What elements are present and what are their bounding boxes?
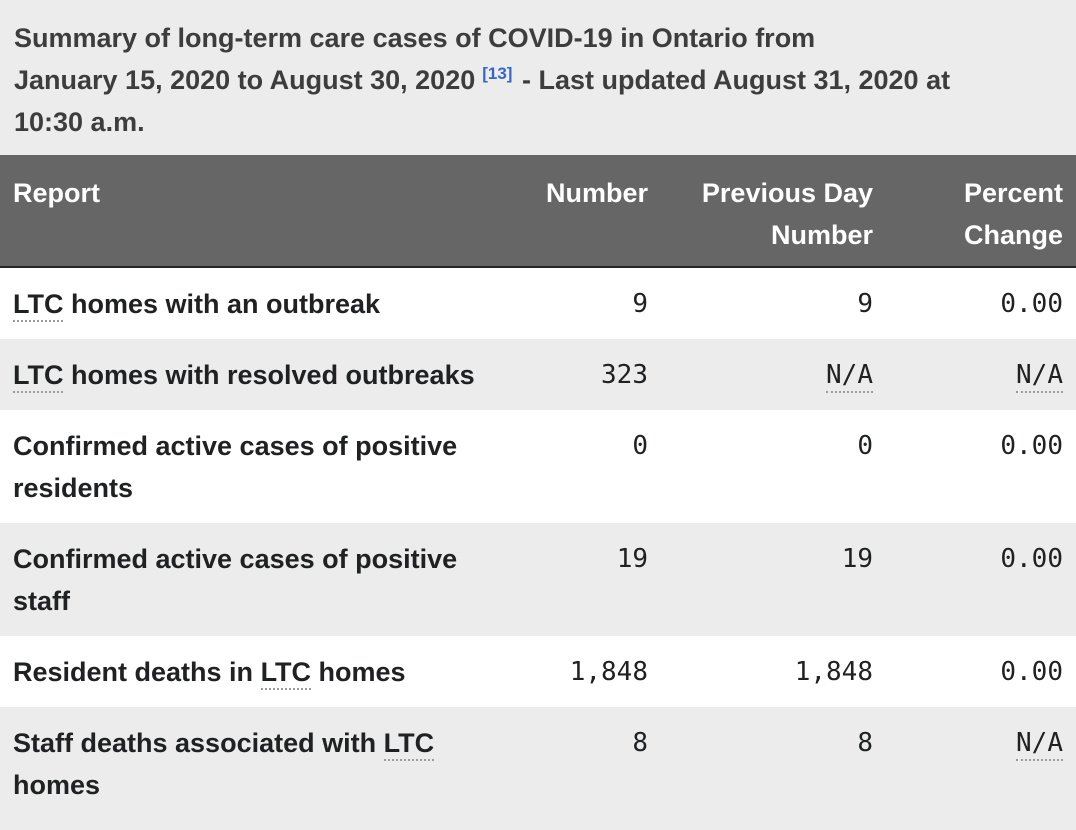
number-cell: 8 bbox=[632, 728, 648, 758]
report-cell: Confirmed active cases of positive resid… bbox=[13, 431, 458, 503]
number-cell: 0 bbox=[632, 431, 648, 461]
table-caption: Summary of long-term care cases of COVID… bbox=[0, 0, 1076, 155]
number-cell: 323 bbox=[601, 360, 648, 390]
percent-change-cell: 0.00 bbox=[1000, 544, 1063, 574]
abbreviation-na: N/A bbox=[1016, 360, 1063, 393]
ltc-covid-summary-table: Report Number Previous Day Number Percent C… bbox=[0, 155, 1076, 820]
previous-day-number-cell: 9 bbox=[857, 289, 873, 319]
previous-day-number-cell: 19 bbox=[841, 544, 873, 574]
report-cell: Staff deaths associated with LTC homes bbox=[13, 728, 435, 800]
report-cell: LTC homes with an outbreak bbox=[0, 267, 510, 339]
percent-change-cell: N/A bbox=[886, 339, 1076, 410]
table-header-row: Report Number Previous Day Number Percent C… bbox=[0, 155, 1076, 268]
table-row: Confirmed active cases of positive staff… bbox=[0, 523, 1076, 636]
table-body: LTC homes with an outbreak 9 9 0.00 LTC home… bbox=[0, 267, 1076, 820]
number-cell: 1,848 bbox=[569, 657, 648, 687]
percent-change-cell: N/A bbox=[886, 707, 1076, 820]
table-row: Confirmed active cases of positive resid… bbox=[0, 410, 1076, 523]
column-header-report: Report bbox=[0, 155, 510, 268]
previous-day-number-cell: 0 bbox=[857, 431, 873, 461]
abbreviation-ltc: LTC bbox=[383, 728, 435, 761]
previous-day-number-cell: 8 bbox=[857, 728, 873, 758]
table-row: LTC homes with resolved outbreaks 323 N/A N… bbox=[0, 339, 1076, 410]
previous-day-number-cell: N/A bbox=[661, 339, 886, 410]
abbreviation-ltc: LTC bbox=[260, 657, 312, 690]
reference-link[interactable]: [13] bbox=[482, 64, 513, 83]
percent-change-cell: 0.00 bbox=[1000, 289, 1063, 319]
percent-change-cell: 0.00 bbox=[1000, 657, 1063, 687]
column-header-number: Number bbox=[510, 155, 661, 268]
previous-day-number-cell: 1,848 bbox=[794, 657, 873, 687]
column-header-percent-change: Percent Change bbox=[886, 155, 1076, 268]
number-cell: 9 bbox=[632, 289, 648, 319]
abbreviation-na: N/A bbox=[826, 360, 873, 393]
report-cell: Resident deaths in LTC homes bbox=[0, 636, 510, 707]
caption-line2-end: - Last updated August 31, 2020 at bbox=[521, 65, 951, 95]
abbreviation-ltc: LTC bbox=[13, 289, 64, 322]
number-cell: 19 bbox=[616, 544, 648, 574]
abbreviation-ltc: LTC bbox=[13, 360, 64, 393]
report-cell: Confirmed active cases of positive staff bbox=[13, 544, 458, 616]
table-row: Staff deaths associated with LTC homes 8 8… bbox=[0, 707, 1076, 820]
abbreviation-na: N/A bbox=[1016, 728, 1063, 761]
table-row: LTC homes with an outbreak 9 9 0.00 bbox=[0, 267, 1076, 339]
percent-change-cell: 0.00 bbox=[1000, 431, 1063, 461]
column-header-previous-day-number: Previous Day Number bbox=[661, 155, 886, 268]
caption-line3: 10:30 a.m. bbox=[14, 107, 145, 137]
table-row: Resident deaths in LTC homes 1,848 1,848 0.… bbox=[0, 636, 1076, 707]
report-cell: LTC homes with resolved outbreaks bbox=[0, 339, 510, 410]
caption-line1: Summary of long-term care cases of COVID… bbox=[14, 23, 816, 53]
caption-line2-start: January 15, 2020 to August 30, 2020 bbox=[14, 65, 476, 95]
